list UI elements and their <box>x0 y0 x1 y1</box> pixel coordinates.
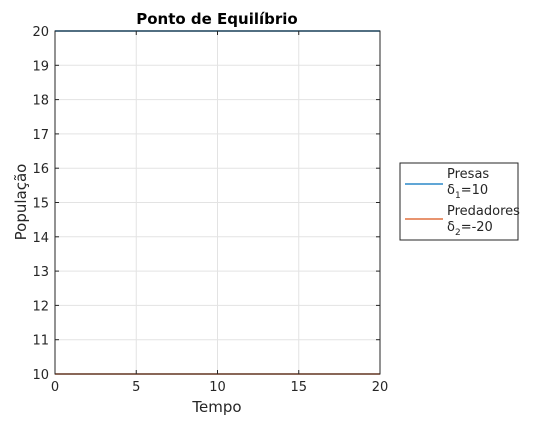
legend-param-presas: δ1=10 <box>447 183 488 201</box>
y-tick-label: 10 <box>32 368 49 383</box>
legend-label-predadores: Predadores <box>447 204 520 219</box>
y-tick-label: 16 <box>32 162 49 177</box>
grid-lines <box>54 30 381 375</box>
y-tick-label: 13 <box>32 265 49 280</box>
y-tick-label: 19 <box>32 59 49 74</box>
x-tick-labels: 0 5 10 15 20 <box>51 380 388 395</box>
y-tick-label: 18 <box>32 94 49 109</box>
chart-title: Ponto de Equilíbrio <box>136 10 297 28</box>
y-tick-labels: 10 11 12 13 14 15 16 17 18 19 20 <box>32 25 49 383</box>
x-tick-label: 15 <box>290 380 307 395</box>
legend-param-predadores: δ2=-20 <box>447 220 493 238</box>
y-tick-label: 12 <box>32 299 49 314</box>
y-tick-label: 14 <box>32 231 49 246</box>
x-tick-label: 20 <box>372 380 389 395</box>
y-tick-label: 15 <box>32 197 49 212</box>
x-tick-label: 10 <box>209 380 226 395</box>
legend-label-presas: Presas <box>447 167 489 182</box>
x-tick-label: 0 <box>51 380 59 395</box>
x-tick-label: 5 <box>132 380 140 395</box>
y-tick-label: 11 <box>32 334 49 349</box>
chart-legend: Presas δ1=10 Predadores δ2=-20 <box>399 162 520 241</box>
y-axis-label: População <box>12 164 30 241</box>
legend-box <box>399 162 519 241</box>
y-tick-label: 17 <box>32 128 49 143</box>
axis-ticks <box>54 30 381 375</box>
x-axis-label: Tempo <box>191 398 241 416</box>
y-tick-label: 20 <box>32 25 49 40</box>
